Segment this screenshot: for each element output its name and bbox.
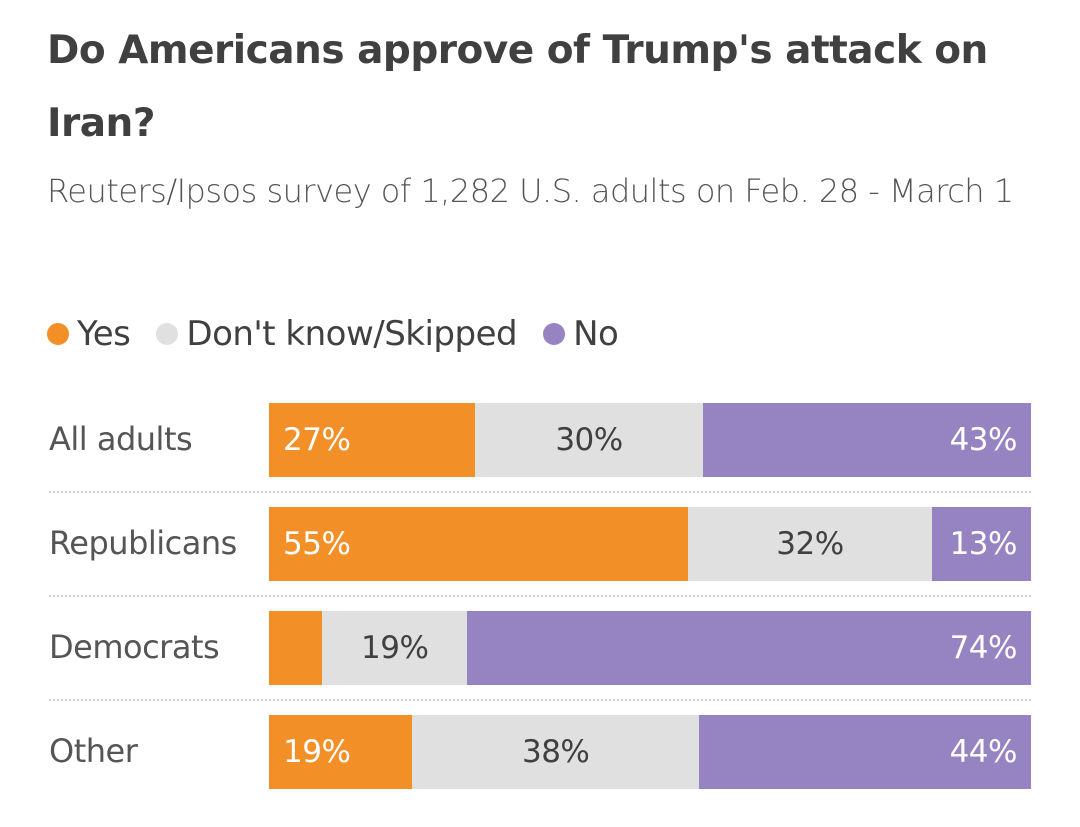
category-label: Republicans — [49, 524, 237, 562]
legend-item-dont-know: Don't know/Skipped — [156, 314, 518, 354]
row-separator — [49, 699, 1031, 701]
data-label: 13% — [949, 526, 1018, 562]
bar-segment-don-t-know-skipped: 32% — [688, 507, 932, 581]
bar-segment-yes — [269, 611, 323, 685]
data-label: 27% — [283, 422, 351, 458]
legend: Yes Don't know/Skipped No — [47, 314, 644, 354]
category-label: Other — [49, 732, 138, 770]
data-label: 38% — [521, 734, 590, 770]
bar-segment-yes: 55% — [269, 507, 689, 581]
bar-segment-no: 74% — [467, 611, 1031, 685]
legend-label: No — [573, 314, 619, 354]
bar-segment-no: 44% — [699, 715, 1031, 789]
bar-segment-don-t-know-skipped: 30% — [474, 403, 704, 477]
legend-label: Don't know/Skipped — [186, 314, 518, 354]
bar-segment-no: 43% — [703, 403, 1031, 477]
legend-label: Yes — [77, 314, 131, 354]
data-label: 74% — [949, 630, 1018, 666]
bar-segment-yes: 27% — [269, 403, 475, 477]
legend-swatch-dont-know — [156, 323, 179, 345]
data-label: 30% — [555, 422, 623, 458]
data-label: 44% — [949, 734, 1018, 770]
category-label: Democrats — [49, 628, 220, 666]
category-label: All adults — [49, 420, 193, 458]
legend-item-no: No — [543, 314, 619, 354]
data-label: 32% — [776, 526, 844, 562]
bar-segment-yes: 19% — [269, 715, 413, 789]
bar-segment-don-t-know-skipped: 38% — [412, 715, 700, 789]
data-label: 55% — [283, 526, 351, 562]
data-label: 19% — [283, 734, 351, 770]
bar-segment-no: 13% — [931, 507, 1031, 581]
legend-swatch-yes — [47, 323, 69, 345]
legend-item-yes: Yes — [47, 314, 131, 354]
data-label: 19% — [361, 630, 429, 666]
legend-swatch-no — [543, 323, 566, 345]
row-separator — [49, 595, 1031, 597]
data-label: 43% — [949, 422, 1018, 458]
chart-title: Do Americans approve of Trump's attack o… — [47, 28, 988, 146]
bar-segment-don-t-know-skipped: 19% — [322, 611, 468, 685]
row-separator — [49, 491, 1031, 493]
chart-subtitle: Reuters/Ipsos survey of 1,282 U.S. adult… — [47, 172, 1014, 210]
